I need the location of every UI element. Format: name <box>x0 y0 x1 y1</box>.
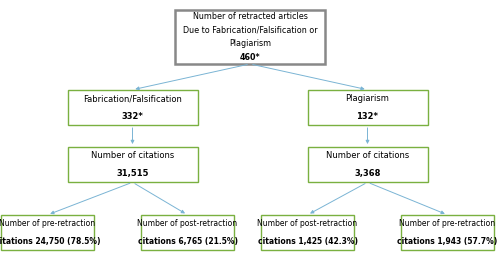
Text: citations 1,943 (57.7%): citations 1,943 (57.7%) <box>398 237 498 246</box>
FancyBboxPatch shape <box>175 10 325 64</box>
Text: 31,515: 31,515 <box>116 169 149 178</box>
Text: 3,368: 3,368 <box>354 169 380 178</box>
Text: Number of citations: Number of citations <box>91 151 174 160</box>
Text: 460*: 460* <box>240 52 260 62</box>
Text: citations 6,765 (21.5%): citations 6,765 (21.5%) <box>138 237 237 246</box>
Text: Number of pre-retraction: Number of pre-retraction <box>400 219 496 228</box>
Text: Plagiarism: Plagiarism <box>229 39 271 48</box>
Text: 332*: 332* <box>122 112 144 121</box>
Text: Plagiarism: Plagiarism <box>346 94 390 103</box>
Text: citations 1,425 (42.3%): citations 1,425 (42.3%) <box>258 237 358 246</box>
Text: Fabrication/Falsification: Fabrication/Falsification <box>83 94 182 103</box>
Text: Number of pre-retraction: Number of pre-retraction <box>0 219 96 228</box>
FancyBboxPatch shape <box>68 90 198 125</box>
Text: Due to Fabrication/Falsification or: Due to Fabrication/Falsification or <box>182 25 318 35</box>
Text: Number of retracted articles: Number of retracted articles <box>192 12 308 21</box>
FancyBboxPatch shape <box>401 215 494 250</box>
FancyBboxPatch shape <box>261 215 354 250</box>
FancyBboxPatch shape <box>142 215 234 250</box>
Text: Number of post-retraction: Number of post-retraction <box>258 219 358 228</box>
Text: 132*: 132* <box>356 112 378 121</box>
Text: citations 24,750 (78.5%): citations 24,750 (78.5%) <box>0 237 100 246</box>
FancyBboxPatch shape <box>308 147 428 182</box>
FancyBboxPatch shape <box>2 215 94 250</box>
FancyBboxPatch shape <box>308 90 428 125</box>
Text: Number of citations: Number of citations <box>326 151 409 160</box>
Text: Number of post-retraction: Number of post-retraction <box>138 219 237 228</box>
FancyBboxPatch shape <box>68 147 198 182</box>
